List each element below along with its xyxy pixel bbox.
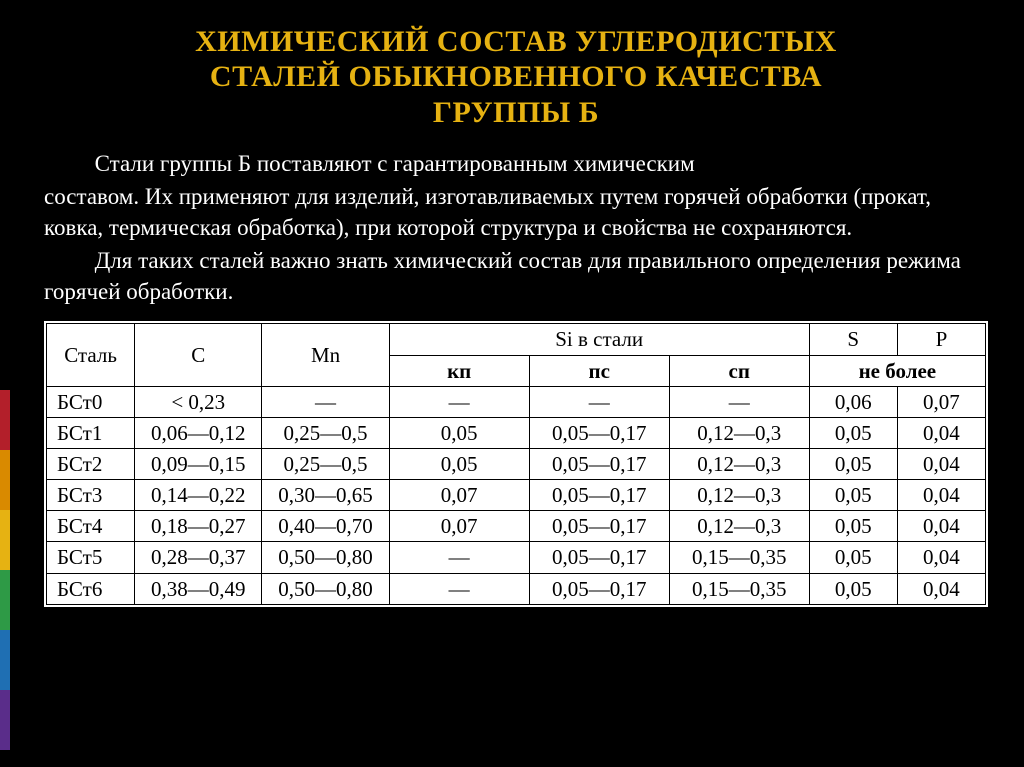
title-line: ГРУППЫ Б: [433, 96, 599, 129]
cell-s: 0,05: [809, 573, 897, 604]
cell-c: 0,28—0,37: [135, 542, 262, 573]
cell-s: 0,05: [809, 542, 897, 573]
cell-sp: 0,15—0,35: [669, 542, 809, 573]
cell-sp: 0,12—0,3: [669, 480, 809, 511]
cell-mn: 0,25—0,5: [262, 448, 389, 479]
cell-kp: 0,05: [389, 417, 529, 448]
table-row: БСт10,06—0,120,25—0,50,050,05—0,170,12—0…: [47, 417, 986, 448]
cell-kp: —: [389, 542, 529, 573]
paragraph: составом. Их применяют для изделий, изго…: [44, 181, 988, 243]
slide: ХИМИЧЕСКИЙ СОСТАВ УГЛЕРОДИСТЫХ СТАЛЕЙ ОБ…: [0, 0, 1024, 627]
accent-stripe: [0, 450, 10, 510]
col-si-sp: сп: [669, 355, 809, 386]
cell-steel: БСт6: [47, 573, 135, 604]
cell-ps: —: [529, 386, 669, 417]
accent-stripe: [0, 630, 10, 690]
cell-ps: 0,05—0,17: [529, 448, 669, 479]
cell-sp: 0,12—0,3: [669, 448, 809, 479]
cell-steel: БСт0: [47, 386, 135, 417]
cell-c: 0,09—0,15: [135, 448, 262, 479]
cell-p: 0,04: [897, 480, 985, 511]
cell-steel: БСт5: [47, 542, 135, 573]
accent-bar: [0, 390, 10, 750]
cell-mn: 0,50—0,80: [262, 542, 389, 573]
cell-kp: 0,05: [389, 448, 529, 479]
cell-kp: —: [389, 573, 529, 604]
composition-table: Сталь C Mn Si в стали S P кп пс сп не бо…: [46, 323, 986, 604]
cell-c: 0,06—0,12: [135, 417, 262, 448]
cell-ps: 0,05—0,17: [529, 573, 669, 604]
cell-mn: —: [262, 386, 389, 417]
cell-steel: БСт4: [47, 511, 135, 542]
cell-steel: БСт1: [47, 417, 135, 448]
col-si-ps: пс: [529, 355, 669, 386]
accent-stripe: [0, 690, 10, 750]
cell-sp: —: [669, 386, 809, 417]
cell-p: 0,04: [897, 417, 985, 448]
cell-s: 0,05: [809, 448, 897, 479]
cell-p: 0,04: [897, 573, 985, 604]
paragraph: Стали группы Б поставляют с гарантирован…: [44, 148, 988, 179]
col-si-kp: кп: [389, 355, 529, 386]
cell-s: 0,05: [809, 511, 897, 542]
cell-c: < 0,23: [135, 386, 262, 417]
col-carbon: C: [135, 324, 262, 386]
table-row: БСт20,09—0,150,25—0,50,050,05—0,170,12—0…: [47, 448, 986, 479]
table-row: БСт50,28—0,370,50—0,80—0,05—0,170,15—0,3…: [47, 542, 986, 573]
cell-ps: 0,05—0,17: [529, 542, 669, 573]
table-body: БСт0< 0,23————0,060,07БСт10,06—0,120,25—…: [47, 386, 986, 604]
cell-steel: БСт2: [47, 448, 135, 479]
col-sp-sub: не более: [809, 355, 985, 386]
col-s: S: [809, 324, 897, 355]
cell-s: 0,05: [809, 417, 897, 448]
body-text: Стали группы Б поставляют с гарантирован…: [44, 148, 988, 307]
title-line: СТАЛЕЙ ОБЫКНОВЕННОГО КАЧЕСТВА: [210, 60, 822, 93]
cell-steel: БСт3: [47, 480, 135, 511]
cell-p: 0,04: [897, 511, 985, 542]
cell-ps: 0,05—0,17: [529, 511, 669, 542]
cell-mn: 0,25—0,5: [262, 417, 389, 448]
cell-kp: —: [389, 386, 529, 417]
cell-p: 0,04: [897, 448, 985, 479]
accent-stripe: [0, 510, 10, 570]
cell-s: 0,05: [809, 480, 897, 511]
cell-ps: 0,05—0,17: [529, 480, 669, 511]
table-row: БСт0< 0,23————0,060,07: [47, 386, 986, 417]
col-steel: Сталь: [47, 324, 135, 386]
cell-c: 0,18—0,27: [135, 511, 262, 542]
col-mn: Mn: [262, 324, 389, 386]
accent-stripe: [0, 390, 10, 450]
cell-ps: 0,05—0,17: [529, 417, 669, 448]
table-row: БСт30,14—0,220,30—0,650,070,05—0,170,12—…: [47, 480, 986, 511]
cell-c: 0,38—0,49: [135, 573, 262, 604]
cell-kp: 0,07: [389, 511, 529, 542]
title-line: ХИМИЧЕСКИЙ СОСТАВ УГЛЕРОДИСТЫХ: [195, 25, 837, 58]
cell-sp: 0,12—0,3: [669, 511, 809, 542]
slide-title: ХИМИЧЕСКИЙ СОСТАВ УГЛЕРОДИСТЫХ СТАЛЕЙ ОБ…: [44, 24, 988, 130]
cell-sp: 0,15—0,35: [669, 573, 809, 604]
cell-c: 0,14—0,22: [135, 480, 262, 511]
col-p: P: [897, 324, 985, 355]
cell-s: 0,06: [809, 386, 897, 417]
paragraph: Для таких сталей важно знать химический …: [44, 245, 988, 307]
col-si-group: Si в стали: [389, 324, 809, 355]
table-header: Сталь C Mn Si в стали S P кп пс сп не бо…: [47, 324, 986, 386]
cell-p: 0,04: [897, 542, 985, 573]
cell-mn: 0,40—0,70: [262, 511, 389, 542]
composition-table-wrap: Сталь C Mn Si в стали S P кп пс сп не бо…: [44, 321, 988, 606]
cell-sp: 0,12—0,3: [669, 417, 809, 448]
cell-mn: 0,30—0,65: [262, 480, 389, 511]
table-row: БСт40,18—0,270,40—0,700,070,05—0,170,12—…: [47, 511, 986, 542]
cell-mn: 0,50—0,80: [262, 573, 389, 604]
cell-kp: 0,07: [389, 480, 529, 511]
cell-p: 0,07: [897, 386, 985, 417]
table-row: БСт60,38—0,490,50—0,80—0,05—0,170,15—0,3…: [47, 573, 986, 604]
accent-stripe: [0, 570, 10, 630]
